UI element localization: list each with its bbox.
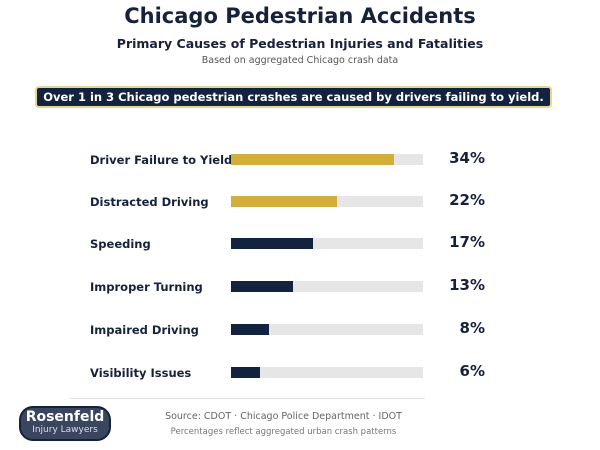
bar-row: Speeding 17%	[0, 233, 600, 254]
bar	[231, 154, 395, 165]
bar-row: Driver Failure to Yield 34%	[0, 149, 600, 170]
bar-row: Improper Turning 13%	[0, 276, 600, 297]
bar	[231, 238, 313, 249]
bar	[231, 367, 260, 378]
bar-row: Visibility Issues 6%	[0, 362, 600, 383]
category-label: Driver Failure to Yield	[90, 153, 233, 167]
bar-track	[231, 324, 423, 335]
source-text: Source: CDOT · Chicago Police Department…	[165, 411, 402, 422]
bar-track	[231, 367, 423, 378]
subtitle: Primary Causes of Pedestrian Injuries an…	[116, 36, 484, 51]
bar-track	[231, 196, 423, 207]
bar	[231, 324, 270, 335]
category-label: Improper Turning	[90, 280, 203, 294]
bar-row: Distracted Driving 22%	[0, 191, 600, 212]
value-label: 17%	[449, 233, 485, 251]
bar	[231, 196, 337, 207]
bar-row: Impaired Driving 8%	[0, 319, 600, 340]
bar	[231, 281, 294, 292]
bar-track	[231, 154, 423, 165]
value-label: 13%	[449, 276, 485, 294]
bar-track	[231, 238, 423, 249]
value-label: 8%	[459, 319, 485, 337]
page-title: Chicago Pedestrian Accidents	[124, 4, 476, 28]
category-label: Visibility Issues	[90, 366, 192, 380]
category-label: Impaired Driving	[90, 323, 199, 337]
data-note: Based on aggregated Chicago crash data	[201, 55, 399, 66]
footer-note: Percentages reflect aggregated urban cra…	[170, 427, 397, 437]
divider	[70, 398, 425, 399]
category-label: Speeding	[90, 237, 151, 251]
value-label: 34%	[449, 149, 485, 167]
value-label: 6%	[459, 362, 485, 380]
bar-track	[231, 281, 423, 292]
callout-banner: Over 1 in 3 Chicago pedestrian crashes a…	[35, 86, 552, 108]
value-label: 22%	[449, 191, 485, 209]
logo-tagline: Injury Lawyers	[32, 425, 98, 435]
logo-name: Rosenfeld	[25, 409, 105, 425]
logo: Rosenfeld Injury Lawyers	[19, 406, 111, 441]
category-label: Distracted Driving	[90, 195, 209, 209]
